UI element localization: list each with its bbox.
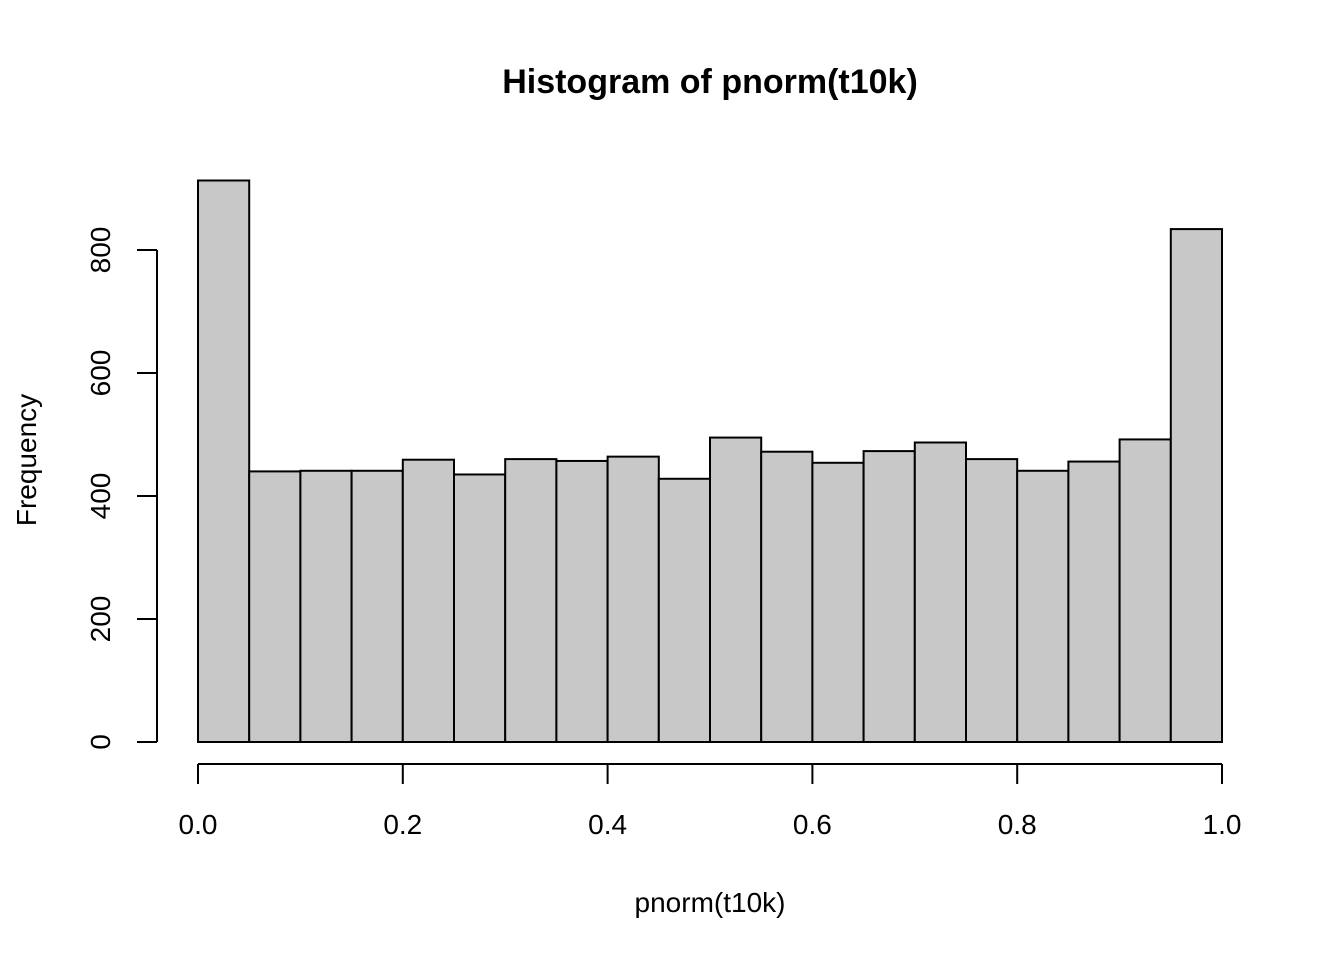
- y-tick-label: 400: [85, 473, 116, 520]
- histogram-bar: [401, 458, 455, 743]
- histogram-bar: [350, 469, 404, 743]
- y-axis-label: Frequency: [11, 394, 42, 526]
- histogram-bar: [760, 450, 814, 743]
- histogram-bar: [657, 477, 711, 743]
- y-axis: 0 200 400 600 800: [85, 227, 158, 750]
- histogram-bar: [555, 459, 609, 743]
- histogram-bar: [1067, 460, 1121, 743]
- y-tick-label: 800: [85, 227, 116, 274]
- chart-title: Histogram of pnorm(t10k): [502, 63, 918, 101]
- x-tick-label: 0.0: [179, 809, 218, 840]
- histogram-bar: [606, 455, 660, 743]
- x-tick-label: 0.8: [998, 809, 1037, 840]
- histogram-bar: [453, 473, 507, 743]
- histogram-bar: [1118, 438, 1172, 743]
- x-tick-label: 1.0: [1203, 809, 1242, 840]
- y-tick-label: 200: [85, 596, 116, 643]
- x-tick-label: 0.2: [383, 809, 422, 840]
- x-axis: 0.0 0.2 0.4 0.6 0.8 1.0: [179, 763, 1242, 840]
- histogram-bar: [965, 458, 1019, 743]
- x-tick-label: 0.6: [793, 809, 832, 840]
- histogram-bar: [811, 461, 865, 743]
- y-tick-label: 600: [85, 350, 116, 397]
- histogram-bar: [862, 450, 916, 743]
- histogram-bar: [709, 436, 763, 743]
- histogram-bar: [197, 179, 251, 743]
- x-tick-label: 0.4: [588, 809, 627, 840]
- histogram-bar: [299, 469, 353, 743]
- histogram-bar: [1169, 228, 1224, 743]
- histogram-bar: [913, 441, 967, 743]
- bars-group: [197, 179, 1224, 743]
- x-axis-label: pnorm(t10k): [635, 887, 786, 918]
- histogram-bar: [1016, 469, 1070, 743]
- histogram-bar: [248, 470, 302, 743]
- y-tick-label: 0: [85, 734, 116, 750]
- histogram-bar: [504, 458, 558, 743]
